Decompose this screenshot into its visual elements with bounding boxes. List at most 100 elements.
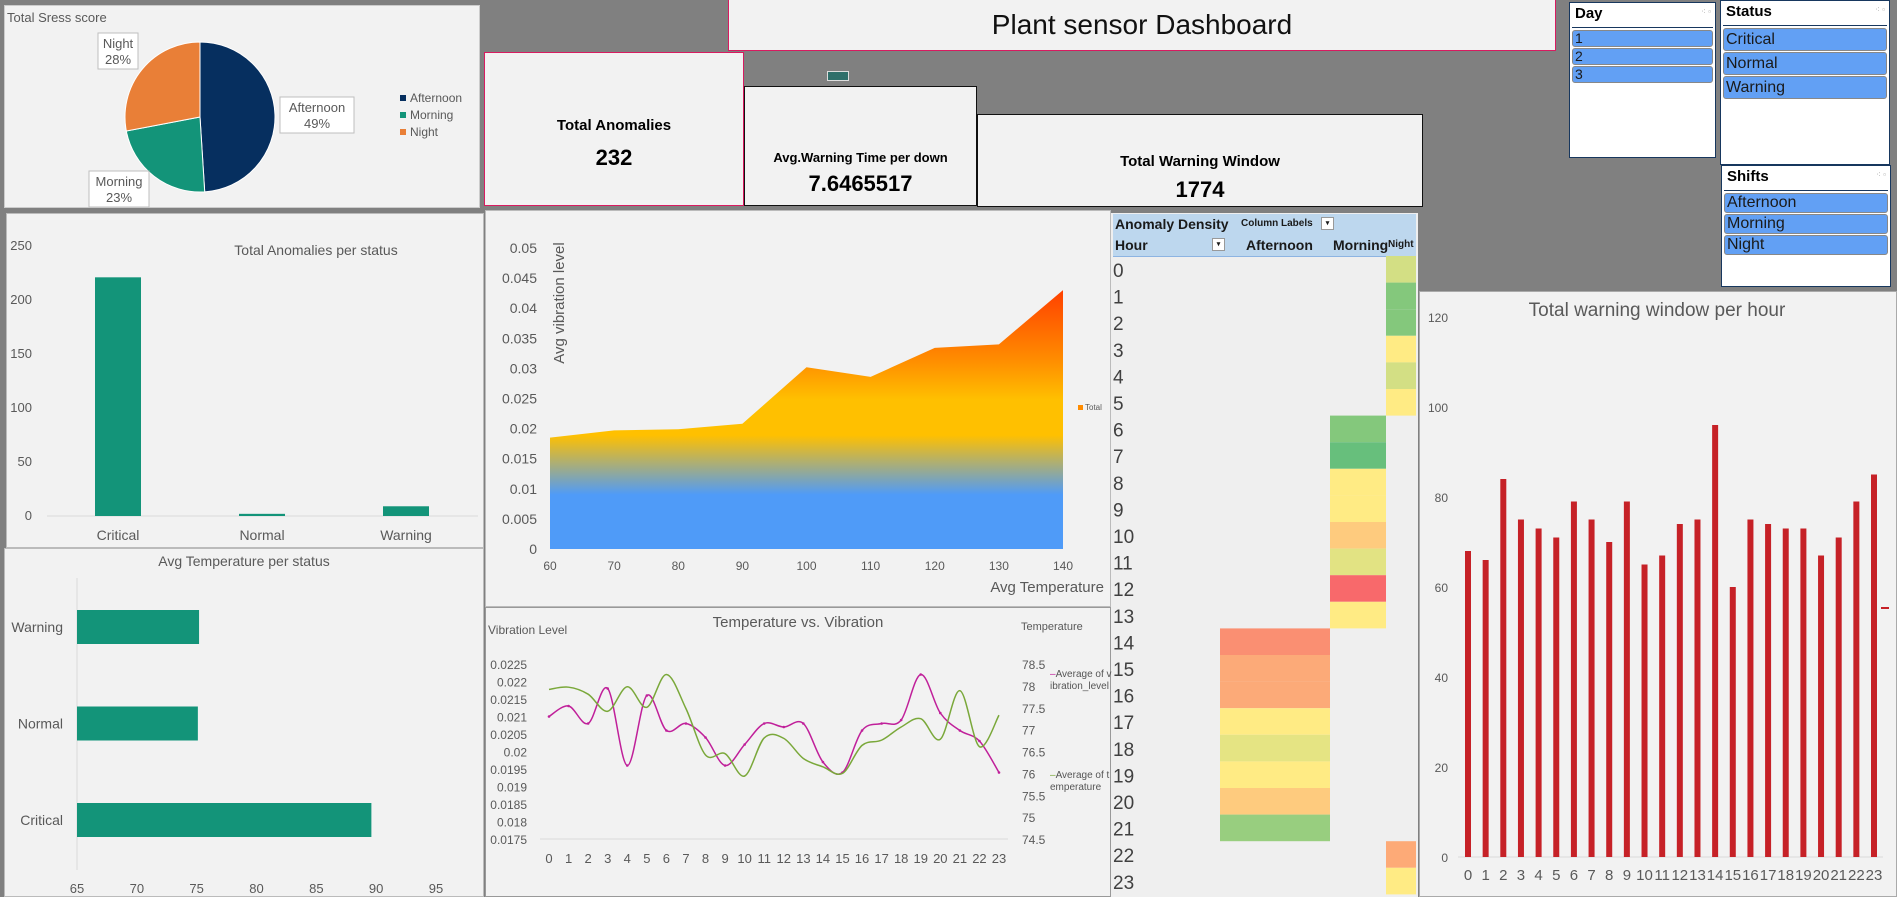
heatmap-cell[interactable] [1220,681,1330,709]
vibration-point [567,704,570,708]
area-series-total[interactable] [550,290,1063,549]
slicer-item[interactable]: 3 [1572,66,1713,83]
bar-hour-12[interactable] [1676,524,1683,857]
row-filter-dropdown-icon[interactable]: ▾ [1212,238,1225,251]
pie-slice-afternoon[interactable] [199,41,276,193]
heatmap-cell[interactable] [1386,841,1416,868]
slicer-item[interactable]: 2 [1572,48,1713,65]
heatmap-cell[interactable] [1220,628,1330,655]
x-tick-label: 19 [1795,867,1812,884]
heatmap-cell[interactable] [1220,788,1330,815]
bar-hour-14[interactable] [1712,425,1719,857]
bar-hour-9[interactable] [1623,501,1630,858]
row-label-hour: 7 [1113,447,1124,468]
slicer-item[interactable]: 1 [1572,30,1713,47]
x-tick-label: 140 [1053,559,1073,573]
x-tick-label: 11 [757,851,771,866]
heatmap-cell[interactable] [1220,708,1330,735]
heatmap-cell[interactable] [1330,468,1386,496]
bar-hour-10[interactable] [1641,564,1648,858]
row-label-hour: 5 [1113,394,1124,415]
bar-hour-8[interactable] [1606,542,1613,857]
heatmap-cell[interactable] [1386,282,1416,310]
heatmap-cell[interactable] [1386,335,1416,363]
bar-critical[interactable] [95,277,141,516]
bar-hour-23[interactable] [1871,474,1877,858]
y-tick-label: 120 [1428,311,1448,325]
heatmap-cell[interactable] [1330,548,1386,576]
bar-hour-13[interactable] [1694,519,1701,858]
bar-hour-21[interactable] [1835,537,1842,858]
heatmap-cell[interactable] [1330,495,1386,522]
slicer-item[interactable]: Night [1724,235,1888,255]
bar-hour-17[interactable] [1765,524,1772,857]
bar-hour-1[interactable] [1482,560,1489,857]
multi-select-icon[interactable]: ⁖ ▫ [1876,170,1886,179]
multi-select-icon[interactable]: ⁖ ▫ [1875,5,1885,14]
x-tick-label: 22 [972,851,986,866]
bar-normal[interactable] [77,706,198,741]
bar-hour-5[interactable] [1553,537,1560,858]
kpi-label: Total Warning Window [1120,153,1280,170]
bar-critical[interactable] [77,803,372,837]
heatmap-cell[interactable] [1330,415,1386,443]
multi-select-icon[interactable]: ⁖ ▫ [1701,7,1711,16]
slicer-item[interactable]: Normal [1723,52,1887,75]
heatmap-cell[interactable] [1220,734,1330,762]
slicer-item[interactable]: Morning [1724,214,1888,234]
x-tick-label: 14 [816,851,830,866]
heatmap-cell[interactable] [1386,867,1416,895]
heatmap-cell[interactable] [1330,522,1386,549]
x-tick-label: 13 [796,851,810,866]
heatmap-cell[interactable] [1330,442,1386,469]
bar-hour-16[interactable] [1747,519,1754,858]
bar-hour-7[interactable] [1588,519,1595,858]
x-tick-label: 80 [672,559,686,573]
bar-hour-4[interactable] [1535,528,1542,858]
column-filter-dropdown-icon[interactable]: ▾ [1321,217,1334,230]
slicer-item[interactable]: Warning [1723,76,1887,99]
bar-hour-18[interactable] [1782,528,1789,858]
heatmap-cell[interactable] [1330,601,1386,629]
x-tick-label: 65 [70,881,84,896]
bar-hour-6[interactable] [1570,501,1577,858]
heatmap-cell[interactable] [1386,309,1416,336]
bar-warning[interactable] [77,610,200,644]
y-tick-label: 0.01 [510,481,537,497]
y-tick-label: 0 [25,508,32,523]
legend-swatch [400,112,406,118]
heatmap-cell[interactable] [1386,256,1416,283]
heatmap-cell[interactable] [1220,655,1330,682]
data-label-box [88,170,150,208]
heatmap-cell[interactable] [1386,389,1416,416]
heatmap-cell[interactable] [1220,761,1330,788]
bar-hour-20[interactable] [1818,555,1825,858]
heatmap-cell[interactable] [1330,575,1386,602]
bar-hour-19[interactable] [1800,528,1807,858]
y-tick-label: 50 [18,454,32,469]
heatmap-cell[interactable] [1386,362,1416,389]
bar-hour-0[interactable] [1465,551,1471,857]
temperature-line[interactable] [548,673,1000,777]
pie-slice-night[interactable] [124,41,201,132]
bar-hour-15[interactable] [1729,587,1736,857]
bar-hour-3[interactable] [1517,519,1524,858]
slicer-item[interactable]: Afternoon [1724,193,1888,213]
bar-hour-2[interactable] [1500,479,1507,857]
bar-normal[interactable] [239,513,285,516]
bar-hour-11[interactable] [1659,555,1666,858]
vibration-point [802,722,805,725]
slicer-item[interactable]: Critical [1723,28,1887,51]
x-tick-label: 0 [545,851,552,866]
table-icon[interactable] [827,71,849,81]
bar-warning[interactable] [383,506,429,516]
bar-hour-22[interactable] [1853,501,1860,858]
vibration-line[interactable] [548,673,1000,775]
heatmap-cell[interactable] [1220,814,1330,842]
x-tick-label: Warning [380,527,432,543]
x-tick-label: 2 [585,851,592,866]
x-tick-label: 5 [643,851,650,866]
pie-slice-morning[interactable] [125,116,206,193]
y2-tick-label: 77.5 [1022,702,1046,716]
